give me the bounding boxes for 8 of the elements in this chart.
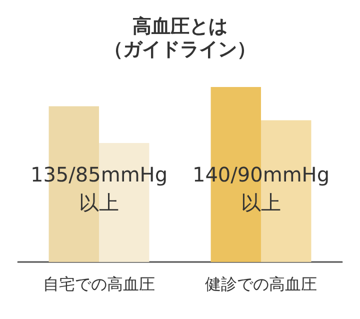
- chart-subtitle: （ガイドライン）: [104, 38, 256, 60]
- annotation: 以上: [79, 190, 119, 214]
- annotation: 140/90mmHg: [192, 162, 330, 186]
- x-tick-label: 自宅での高血圧: [43, 274, 155, 294]
- chart-title: 高血圧とは: [132, 16, 228, 38]
- x-tick-label: 健診での高血圧: [205, 274, 317, 294]
- annotation: 135/85mmHg: [30, 162, 168, 186]
- annotation: 以上: [241, 190, 281, 214]
